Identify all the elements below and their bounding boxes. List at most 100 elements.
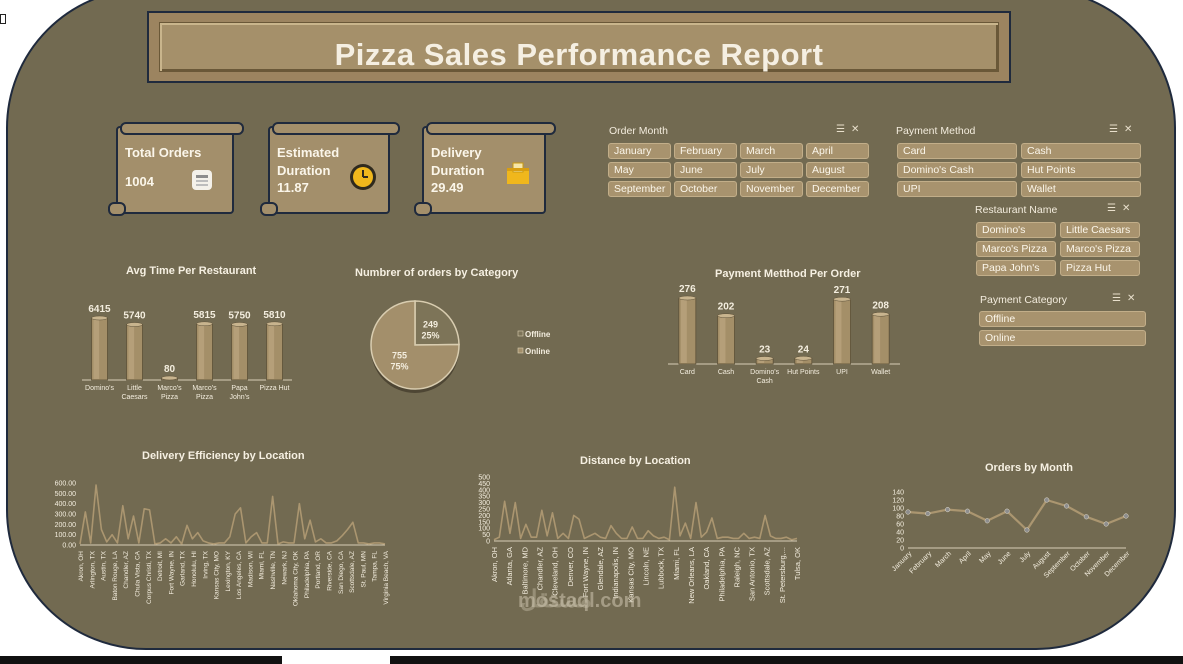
x-tick-label: Wallet <box>871 369 890 376</box>
x-tick-label: Akron, OH <box>78 551 85 582</box>
x-tick-label: New Orleans, LA <box>687 547 696 604</box>
x-tick-label: Baltimore, MD <box>520 546 529 594</box>
slicer-item-restaurant-papa-john-s[interactable]: Papa John's <box>976 260 1056 276</box>
slicer-item-payment-cash[interactable]: Cash <box>1021 143 1141 159</box>
x-tick-label: Marco's <box>157 385 182 392</box>
kpi-label: Estimated Duration <box>277 144 339 180</box>
data-point <box>984 518 990 524</box>
x-tick-label: Arlington, TX <box>89 550 96 588</box>
x-tick-label: Nashville, TN <box>270 551 277 590</box>
slicer-item-payment-card[interactable]: Card <box>897 143 1017 159</box>
slicer-item-payment-domino-s-cash[interactable]: Domino's Cash <box>897 162 1017 178</box>
slicer-item-month-march[interactable]: March <box>740 143 803 159</box>
receipt-icon <box>188 166 216 194</box>
kpi-total-orders: Total Orders 1004 <box>108 122 244 216</box>
bar-highlight <box>198 324 205 379</box>
slicer-item-month-september[interactable]: September <box>608 181 671 197</box>
bar-highlight <box>835 300 842 363</box>
bottom-bar-right <box>390 656 1183 664</box>
x-tick-label: Pizza <box>196 394 213 401</box>
x-tick-label: Tulsa, OK <box>793 547 802 580</box>
pie-percent-label: 25% <box>421 330 439 340</box>
pie-percent-label: 75% <box>391 362 409 372</box>
x-tick-label: Philadelphia, PA <box>304 550 311 598</box>
slicer-item-restaurant-marco-s-pizza[interactable]: Marco's Pizza <box>1060 241 1140 257</box>
x-tick-label: Akron, OH <box>490 547 499 582</box>
scroll-bottom-roll <box>108 202 126 216</box>
bar-value-label: 271 <box>834 285 851 296</box>
data-point <box>1044 497 1050 503</box>
slicer-item-payment-upi[interactable]: UPI <box>897 181 1017 197</box>
y-tick-label: 200.00 <box>55 522 77 529</box>
slicer-item-restaurant-marco-s-pizza[interactable]: Marco's Pizza <box>976 241 1056 257</box>
clear-filter-icon[interactable]: ✕ <box>1121 203 1137 214</box>
slicer-item-restaurant-pizza-hut[interactable]: Pizza Hut <box>1060 260 1140 276</box>
x-tick-label: Detroit, MI <box>157 551 164 581</box>
slicer-item-month-december[interactable]: December <box>806 181 869 197</box>
slicer-item-restaurant-domino-s[interactable]: Domino's <box>976 222 1056 238</box>
bar-highlight <box>758 359 765 363</box>
clear-filter-icon[interactable]: ✕ <box>850 124 866 135</box>
pie-slice <box>414 300 460 346</box>
kpi-label-line-2: Duration <box>277 163 331 178</box>
x-tick-label: Atlanta, GA <box>505 547 514 585</box>
corner-marker <box>0 14 6 24</box>
slicer-item-month-february[interactable]: February <box>674 143 737 159</box>
x-tick-label: Miami, FL <box>672 547 681 580</box>
y-tick-label: 100 <box>892 506 904 513</box>
y-tick-label: 250 <box>478 507 490 514</box>
x-tick-label: Denver, CO <box>566 547 575 586</box>
x-tick-label: Oakland, CA <box>702 547 711 590</box>
kpi-value: 29.49 <box>431 180 464 195</box>
y-tick-label: 140 <box>892 490 904 497</box>
pie-slice <box>370 300 460 390</box>
kpi-label: Total Orders <box>125 145 202 160</box>
x-tick-label: Pizza <box>161 394 178 401</box>
slicer-item-month-january[interactable]: January <box>608 143 671 159</box>
kpi-label-line-2: Duration <box>431 163 485 178</box>
bar-highlight <box>796 359 803 363</box>
multi-select-icon[interactable]: ☰ <box>1112 293 1127 304</box>
x-tick-label: April <box>958 550 973 565</box>
clear-filter-icon[interactable]: ✕ <box>1123 124 1139 135</box>
slicer-item-month-july[interactable]: July <box>740 162 803 178</box>
page-title: Pizza Sales Performance Report <box>334 37 824 72</box>
slicer-item-month-may[interactable]: May <box>608 162 671 178</box>
bar-value-label: 24 <box>798 344 810 355</box>
slicer-item-month-october[interactable]: October <box>674 181 737 197</box>
multi-select-icon[interactable]: ☰ <box>1109 124 1124 135</box>
x-tick-label: John's <box>229 394 250 401</box>
slicer-title-restaurant: Restaurant Name <box>975 204 1058 216</box>
slicer-title-payment-method: Payment Method <box>896 125 976 137</box>
x-tick-label: Indianapolis, IN <box>611 547 620 599</box>
kpi-label: Delivery Duration <box>431 144 484 180</box>
scroll-top-roll <box>426 122 556 135</box>
slicer-item-month-june[interactable]: June <box>674 162 737 178</box>
slicer-item-month-august[interactable]: August <box>806 162 869 178</box>
x-tick-label: Lincoln, NE <box>642 547 651 585</box>
bar-highlight <box>93 319 100 379</box>
x-tick-label: Caesars <box>121 394 148 401</box>
slicer-item-category-online[interactable]: Online <box>979 330 1146 346</box>
slicer-item-payment-hut-points[interactable]: Hut Points <box>1021 162 1141 178</box>
slicer-item-month-november[interactable]: November <box>740 181 803 197</box>
data-point <box>1024 527 1030 533</box>
bar-value-label: 23 <box>759 345 771 356</box>
multi-select-icon[interactable]: ☰ <box>836 124 851 135</box>
x-tick-label: March <box>934 550 953 569</box>
slicer-item-category-offline[interactable]: Offline <box>979 311 1146 327</box>
x-tick-label: Domino's <box>85 385 114 392</box>
bar-cap <box>794 356 813 361</box>
y-tick-label: 400 <box>478 487 490 494</box>
kpi-value: 11.87 <box>277 180 309 195</box>
clear-filter-icon[interactable]: ✕ <box>1126 293 1142 304</box>
x-tick-label: Baton Rouge, LA <box>112 550 119 600</box>
slicer-item-month-april[interactable]: April <box>806 143 869 159</box>
x-tick-label: Garland, TX <box>180 550 187 586</box>
kpi-value: 1004 <box>125 174 154 189</box>
title-banner: Pizza Sales Performance Report <box>147 11 1011 83</box>
multi-select-icon[interactable]: ☰ <box>1107 203 1122 214</box>
slicer-item-payment-wallet[interactable]: Wallet <box>1021 181 1141 197</box>
legend-label: Online <box>525 347 550 356</box>
slicer-item-restaurant-little-caesars[interactable]: Little Caesars <box>1060 222 1140 238</box>
